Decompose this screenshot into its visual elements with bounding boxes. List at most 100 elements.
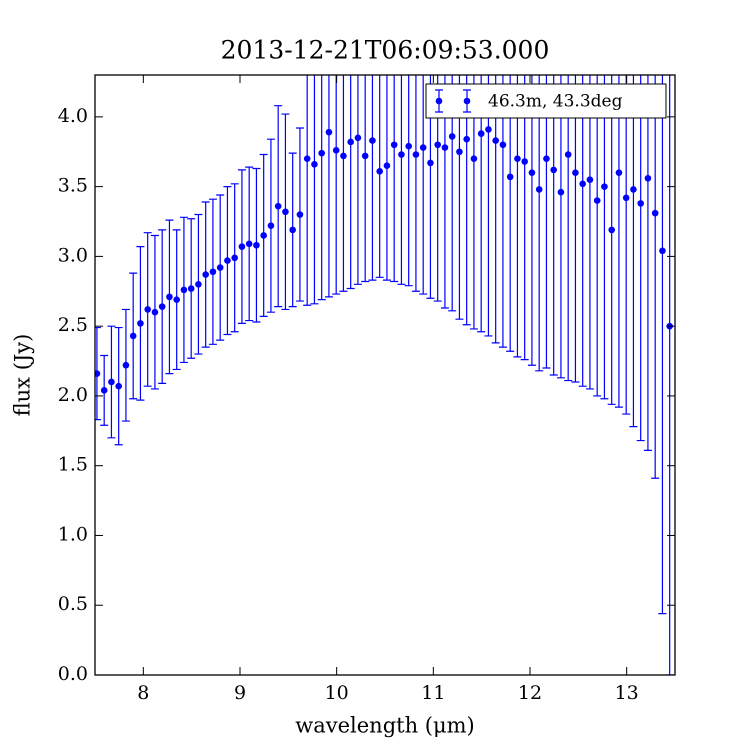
data-point [303,155,311,163]
error-bar [629,75,638,428]
data-point [506,173,514,181]
data-point [202,271,209,278]
y-tick-label: 4.0 [58,105,88,127]
data-point [231,254,238,262]
data-point [245,240,253,248]
data-point [514,155,521,163]
data-point [311,161,318,168]
data-point [608,226,615,234]
data-point [253,241,260,249]
data-point [158,303,166,310]
data-point [615,169,623,176]
data-point [238,243,246,250]
data-point [332,147,340,154]
data-point [550,166,557,174]
data-point [354,134,362,142]
data-point [318,149,325,157]
data-point [463,135,470,143]
plot-frame [94,74,676,676]
data-point [651,209,659,217]
y-tick-label: 1.0 [58,523,88,545]
data-point [166,293,173,301]
x-tick-label: 9 [234,682,246,704]
error-bar [585,75,594,390]
error-bar [578,75,587,387]
error-bar [651,75,660,479]
y-tick-label: 2.0 [58,384,88,406]
legend-marker [435,97,443,105]
y-tick-label: 1.5 [58,454,88,476]
data-point [108,378,115,386]
data-point [144,306,151,313]
data-point [398,151,405,158]
y-tick-label: 3.5 [58,175,88,197]
data-point [405,142,412,150]
data-point [427,159,434,167]
data-point [151,308,159,316]
data-point [195,281,202,288]
data-point [601,183,608,190]
data-point [622,194,630,202]
data-point [390,141,398,149]
x-tick-label: 12 [518,682,542,704]
y-axis-label: flux (Jy) [11,334,35,417]
data-point [100,387,108,394]
y-tick-label: 3.0 [58,244,88,266]
error-bar [614,75,623,408]
data-point [419,144,427,151]
data-point [477,130,485,137]
data-point [115,382,122,390]
x-axis-label: wavelength (μm) [295,714,474,738]
chart-title: 2013-12-21T06:09:53.000 [221,36,550,65]
data-point [173,296,180,303]
x-tick-label: 13 [615,682,639,704]
data-point [216,264,224,271]
data-point [521,158,528,165]
data-point [129,332,137,340]
data-point [296,211,304,218]
data-point [499,141,507,149]
data-point [209,268,217,276]
data-point [630,186,637,193]
data-point [260,232,267,239]
data-point [543,155,550,163]
data-point [340,152,347,160]
data-point [187,285,195,292]
data-point [535,186,543,193]
data-point [369,137,376,144]
data-point [361,152,369,160]
data-point [456,148,463,156]
data-point [579,180,586,188]
data-point [122,361,130,369]
data-point [383,162,391,169]
data-point [224,257,231,264]
x-tick-label: 8 [137,682,149,704]
data-point [376,167,383,175]
error-bar [622,75,631,415]
data-point [180,286,188,294]
data-point [593,197,601,204]
data-point [492,137,499,144]
data-point [470,155,478,163]
data-point [644,174,652,182]
legend-marker [463,97,471,105]
y-tick-label: 2.5 [58,314,88,336]
y-tick-label: 0.0 [58,663,88,685]
y-tick-label: 0.5 [58,593,88,615]
data-point [448,133,456,140]
data-point [282,208,289,216]
data-point [528,169,536,176]
data-point [95,370,101,377]
data-point [441,144,449,151]
data-point [412,151,420,158]
data-point [659,247,666,255]
legend-label: 46.3m, 43.3deg [488,92,623,112]
error-bar [665,75,674,675]
data-point [274,202,282,210]
error-bar [571,75,580,383]
data-point [557,188,565,196]
data-point [289,226,296,234]
data-point [347,138,354,146]
data-point [434,141,441,149]
